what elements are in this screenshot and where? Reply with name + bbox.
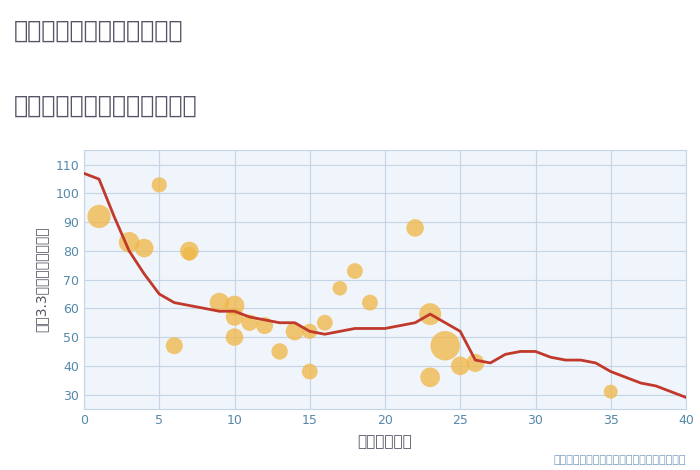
Point [470,359,481,367]
Point [319,319,330,327]
Point [289,328,300,335]
Point [229,302,240,309]
Point [424,310,435,318]
Point [123,239,134,246]
Text: 築年数別中古マンション価格: 築年数別中古マンション価格 [14,94,197,118]
Point [349,267,360,275]
Text: 千葉県千葉市若葉区大宮町: 千葉県千葉市若葉区大宮町 [14,19,183,43]
Point [274,348,286,355]
Point [183,250,195,258]
Point [455,362,466,369]
Point [605,388,617,395]
Point [335,284,346,292]
Point [154,181,165,188]
Point [244,319,256,327]
Point [410,224,421,232]
X-axis label: 築年数（年）: 築年数（年） [358,434,412,449]
Point [304,328,315,335]
Point [259,322,270,329]
Point [139,244,150,252]
Text: 円の大きさは、取引のあった物件面積を示す: 円の大きさは、取引のあった物件面積を示す [554,455,686,465]
Point [93,213,105,220]
Point [440,342,451,350]
Point [229,313,240,321]
Point [304,368,315,376]
Point [229,333,240,341]
Point [214,299,225,306]
Y-axis label: 坪（3.3㎡）単価（万円）: 坪（3.3㎡）単価（万円） [34,227,48,332]
Point [364,299,375,306]
Point [183,247,195,255]
Point [169,342,180,350]
Point [424,374,435,381]
